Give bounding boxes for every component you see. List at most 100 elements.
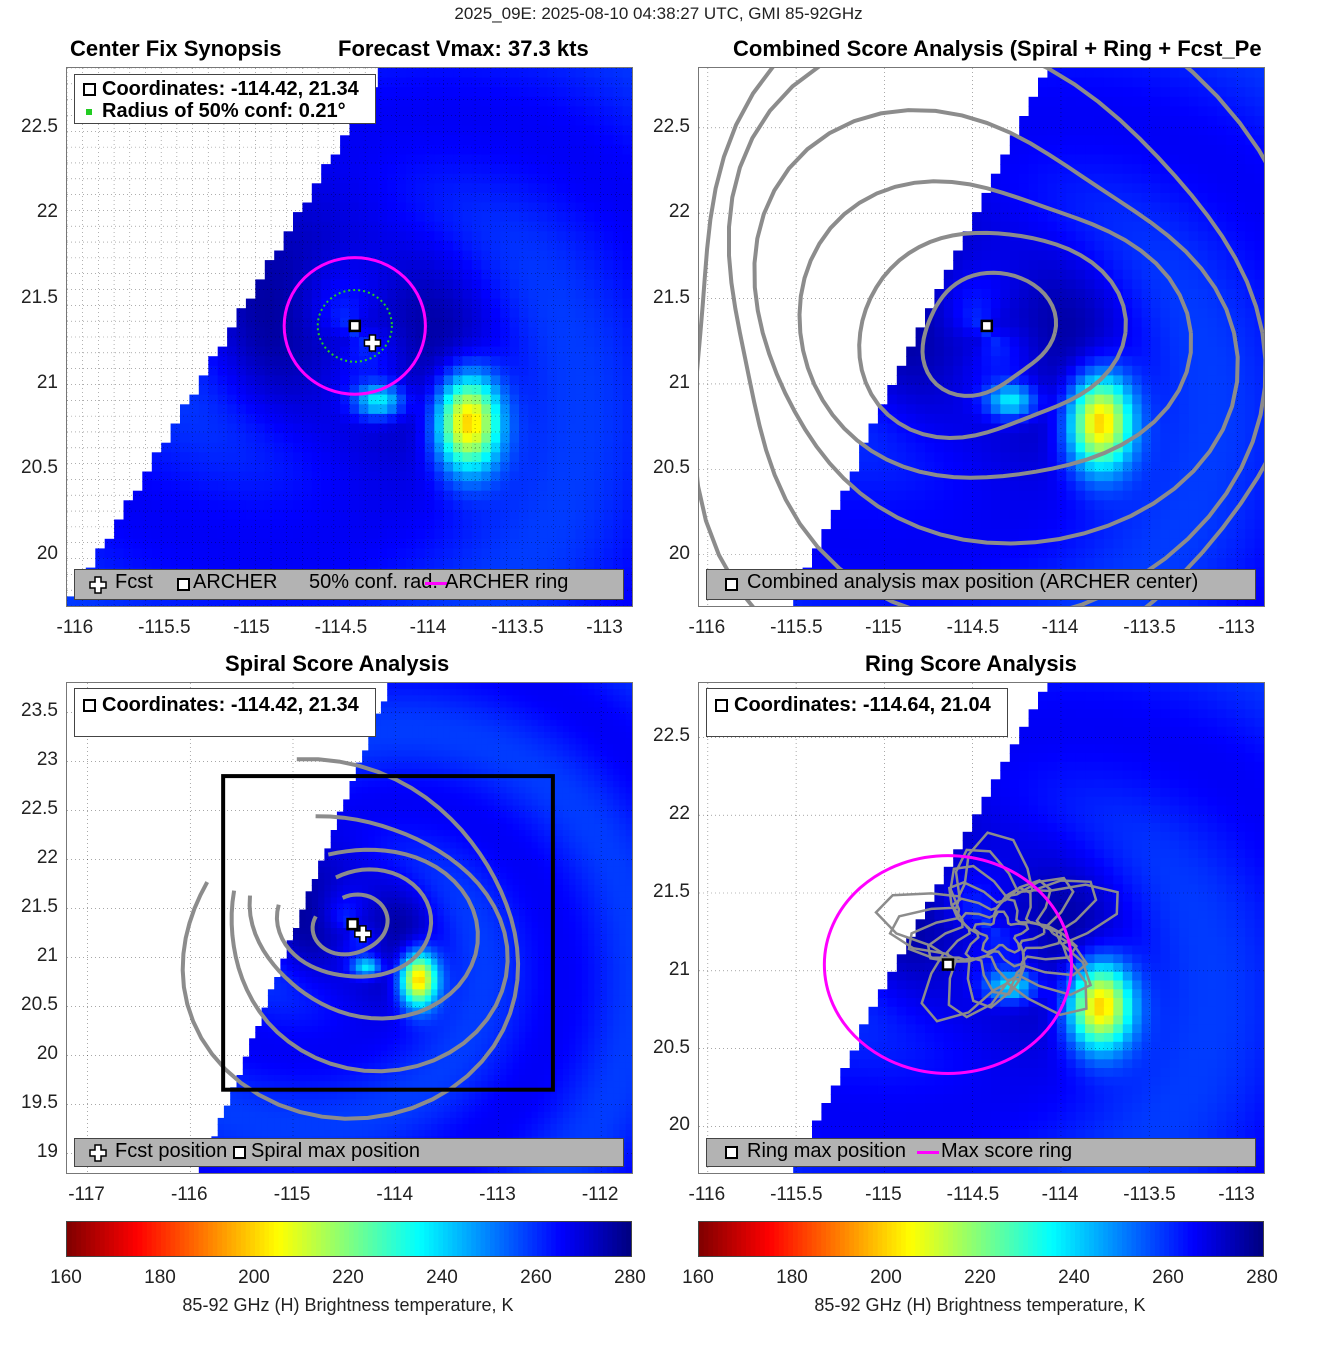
- legend-archer-ring: ARCHER ring: [445, 571, 569, 593]
- colorbar-segment: [95, 1222, 101, 1256]
- colorbar-segment: [132, 1222, 139, 1256]
- spiral-marker-icon: [83, 699, 96, 712]
- colorbar-segment: [410, 1222, 416, 1256]
- colorbar-segment: [1159, 1222, 1165, 1256]
- panel4-bottom-legend: Ring max position Max score ring: [706, 1138, 1256, 1167]
- colorbar-segment: [306, 1222, 312, 1256]
- colorbar-segment: [1089, 1222, 1095, 1256]
- colorbar-segment: [1169, 1222, 1175, 1256]
- colorbar-segment: [699, 1222, 705, 1256]
- y-tick-label: 21: [36, 945, 58, 967]
- colorbar-segment: [499, 1222, 505, 1256]
- score-contour: [797, 179, 1193, 480]
- colorbar-segment: [161, 1222, 167, 1256]
- spiral-marker-icon: [233, 1146, 246, 1159]
- colorbar-segment: [966, 1222, 973, 1256]
- x-tick-label: -115: [273, 1184, 311, 1205]
- ring-line-icon: [917, 1151, 939, 1154]
- colorbar-segment: [90, 1222, 96, 1256]
- x-tick-label: -114.5: [946, 1184, 1000, 1205]
- colorbar-segment: [240, 1222, 247, 1256]
- colorbar-segment: [1234, 1222, 1241, 1256]
- y-tick-label: 21.5: [653, 286, 690, 308]
- colorbar-segment: [264, 1222, 270, 1256]
- x-tick-label: -114.5: [946, 617, 1000, 638]
- colorbar-segment: [750, 1222, 756, 1256]
- colorbar-segment: [546, 1222, 552, 1256]
- colorbar-left-label: 85-92 GHz (H) Brightness temperature, K: [182, 1295, 514, 1315]
- colorbar-segment: [1028, 1222, 1034, 1256]
- colorbar-segment: [287, 1222, 294, 1256]
- colorbar-segment: [1093, 1222, 1100, 1256]
- colorbar-segment: [81, 1222, 87, 1256]
- legend-max-score-ring: Max score ring: [941, 1140, 1073, 1162]
- panel3-top-legend: Coordinates: -114.42, 21.34: [74, 688, 376, 737]
- colorbar-segment: [802, 1222, 808, 1256]
- colorbar-segment: [990, 1222, 996, 1256]
- colorbar-segment: [269, 1222, 275, 1256]
- colorbar-segment: [142, 1222, 148, 1256]
- colorbar-segment: [151, 1222, 157, 1256]
- colorbar-segment: [574, 1222, 580, 1256]
- y-tick-label: 20.5: [21, 994, 58, 1016]
- x-tick-label: -113: [479, 1184, 516, 1205]
- colorbar-segment: [722, 1222, 728, 1256]
- panel1-title: Center Fix Synopsis: [70, 36, 282, 61]
- colorbar-segment: [825, 1222, 832, 1256]
- colorbar-segment: [537, 1222, 543, 1256]
- x-tick-label: -114.5: [314, 617, 368, 638]
- legend-fcst-position: Fcst position: [115, 1140, 228, 1162]
- colorbar-segment: [278, 1222, 284, 1256]
- colorbar-tick-label: 220: [964, 1267, 996, 1288]
- colorbar-segment: [995, 1222, 1001, 1256]
- colorbar-segment: [259, 1222, 265, 1256]
- y-tick-label: 22: [668, 803, 690, 825]
- colorbar-segment: [475, 1222, 482, 1256]
- colorbar-segment: [339, 1222, 345, 1256]
- colorbar-segment: [1206, 1222, 1212, 1256]
- panel2-title: Combined Score Analysis (Spiral + Ring +…: [733, 36, 1262, 61]
- panel1-bottom-legend: Fcst ARCHER 50% conf. rad. ARCHER ring: [74, 569, 624, 600]
- colorbar-segment: [1216, 1222, 1222, 1256]
- colorbar-segment: [165, 1222, 171, 1256]
- colorbar-segment: [381, 1222, 388, 1256]
- colorbar-segment: [316, 1222, 322, 1256]
- colorbar-segment: [821, 1222, 827, 1256]
- colorbar-segment: [1126, 1222, 1132, 1256]
- colorbar-segment: [128, 1222, 134, 1256]
- brightness-heatmap: [793, 68, 1264, 606]
- colorbar-segment: [226, 1222, 233, 1256]
- colorbar-tick-label: 160: [50, 1267, 82, 1288]
- colorbar-segment: [358, 1222, 364, 1256]
- conf-radius-icon: [86, 108, 92, 115]
- x-tick-label: -113.5: [1123, 1184, 1176, 1205]
- colorbar-segment: [1201, 1222, 1208, 1256]
- x-tick-label: -112: [581, 1184, 619, 1205]
- colorbar-segment: [76, 1222, 82, 1256]
- x-tick-label: -116: [56, 617, 94, 638]
- colorbar-segment: [320, 1222, 327, 1256]
- y-tick-label: 23: [36, 749, 58, 771]
- colorbar-segment: [1051, 1222, 1057, 1256]
- colorbar-segment: [334, 1222, 341, 1256]
- colorbar-segment: [391, 1222, 397, 1256]
- colorbar-segment: [788, 1222, 794, 1256]
- colorbar-segment: [1150, 1222, 1156, 1256]
- colorbar-tick-label: 280: [614, 1267, 646, 1288]
- colorbar-segment: [400, 1222, 406, 1256]
- colorbar-segment: [104, 1222, 110, 1256]
- panel1-top-legend: Coordinates: -114.42, 21.34 Radius of 50…: [74, 74, 376, 124]
- x-tick-label: -115: [865, 617, 902, 638]
- colorbar-segment: [250, 1222, 256, 1256]
- y-tick-label: 20.5: [653, 1036, 690, 1058]
- archer-center-marker: [348, 319, 362, 333]
- colorbar-segment: [386, 1222, 392, 1256]
- colorbar-segment: [344, 1222, 350, 1256]
- colorbar-segment: [708, 1222, 714, 1256]
- y-tick-label: 22.5: [653, 725, 690, 747]
- panel3-title: Spiral Score Analysis: [225, 651, 450, 676]
- legend-fcst: Fcst: [115, 571, 153, 593]
- colorbar-segment: [764, 1222, 771, 1256]
- colorbar-segment: [957, 1222, 963, 1256]
- colorbar-segment: [560, 1222, 566, 1256]
